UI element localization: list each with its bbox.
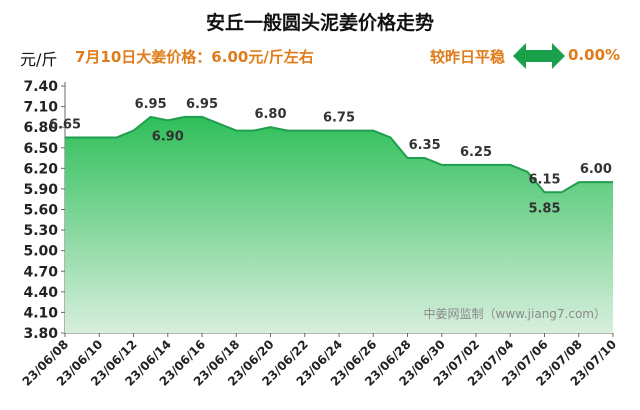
data-label: 6.65 xyxy=(49,117,81,132)
data-label: 6.00 xyxy=(580,162,612,177)
y-axis: 3.80 4.10 4.40 4.70 5.00 5.30 5.60 5.90 6.20 6.50… xyxy=(23,79,66,342)
y-tick-label: 5.00 xyxy=(23,244,58,260)
double-arrow-shape xyxy=(513,43,565,69)
data-label: 5.85 xyxy=(528,201,560,216)
y-tick-label: 4.70 xyxy=(23,264,58,280)
trend-value: 0.00% xyxy=(568,46,621,64)
chart-title: 安丘一般圆头泥姜价格走势 xyxy=(205,12,434,34)
watermark: 中姜网监制（www.jiang7.com） xyxy=(424,306,606,321)
y-tick-label: 5.90 xyxy=(23,182,58,198)
data-label: 6.80 xyxy=(254,107,286,122)
data-label: 6.35 xyxy=(409,138,441,153)
x-axis: 23/06/0823/06/1023/06/1223/06/1423/06/16… xyxy=(20,332,619,389)
price-note: 7月10日大姜价格：6.00元/斤左右 xyxy=(75,48,314,66)
y-tick-label: 5.60 xyxy=(23,203,58,219)
y-tick-label: 6.50 xyxy=(23,141,58,157)
data-label: 6.90 xyxy=(152,129,184,144)
data-label: 6.95 xyxy=(186,97,218,112)
y-tick-label: 5.30 xyxy=(23,223,58,239)
data-labels: 6.65 6.95 6.90 6.95 6.80 6.75 6.35 6.25 6.15 5.85… xyxy=(49,97,612,216)
price-line xyxy=(65,115,613,194)
data-label: 6.95 xyxy=(135,97,167,112)
trend-text: 较昨日平稳 xyxy=(430,48,506,66)
y-tick-label: 6.80 xyxy=(23,120,58,136)
y-tick-label: 7.40 xyxy=(23,79,58,95)
y-tick-label: 6.20 xyxy=(23,161,58,177)
y-tick-label: 3.80 xyxy=(23,326,58,342)
unit-label: 元/斤 xyxy=(20,50,58,69)
y-tick-label: 7.10 xyxy=(23,100,58,116)
data-label: 6.15 xyxy=(528,172,560,187)
data-label: 6.75 xyxy=(323,111,355,126)
y-tick-label: 4.10 xyxy=(23,305,58,321)
data-label: 6.25 xyxy=(460,145,492,160)
double-arrow-icon xyxy=(513,43,565,69)
y-tick-label: 4.40 xyxy=(23,285,58,301)
price-area xyxy=(65,116,613,334)
